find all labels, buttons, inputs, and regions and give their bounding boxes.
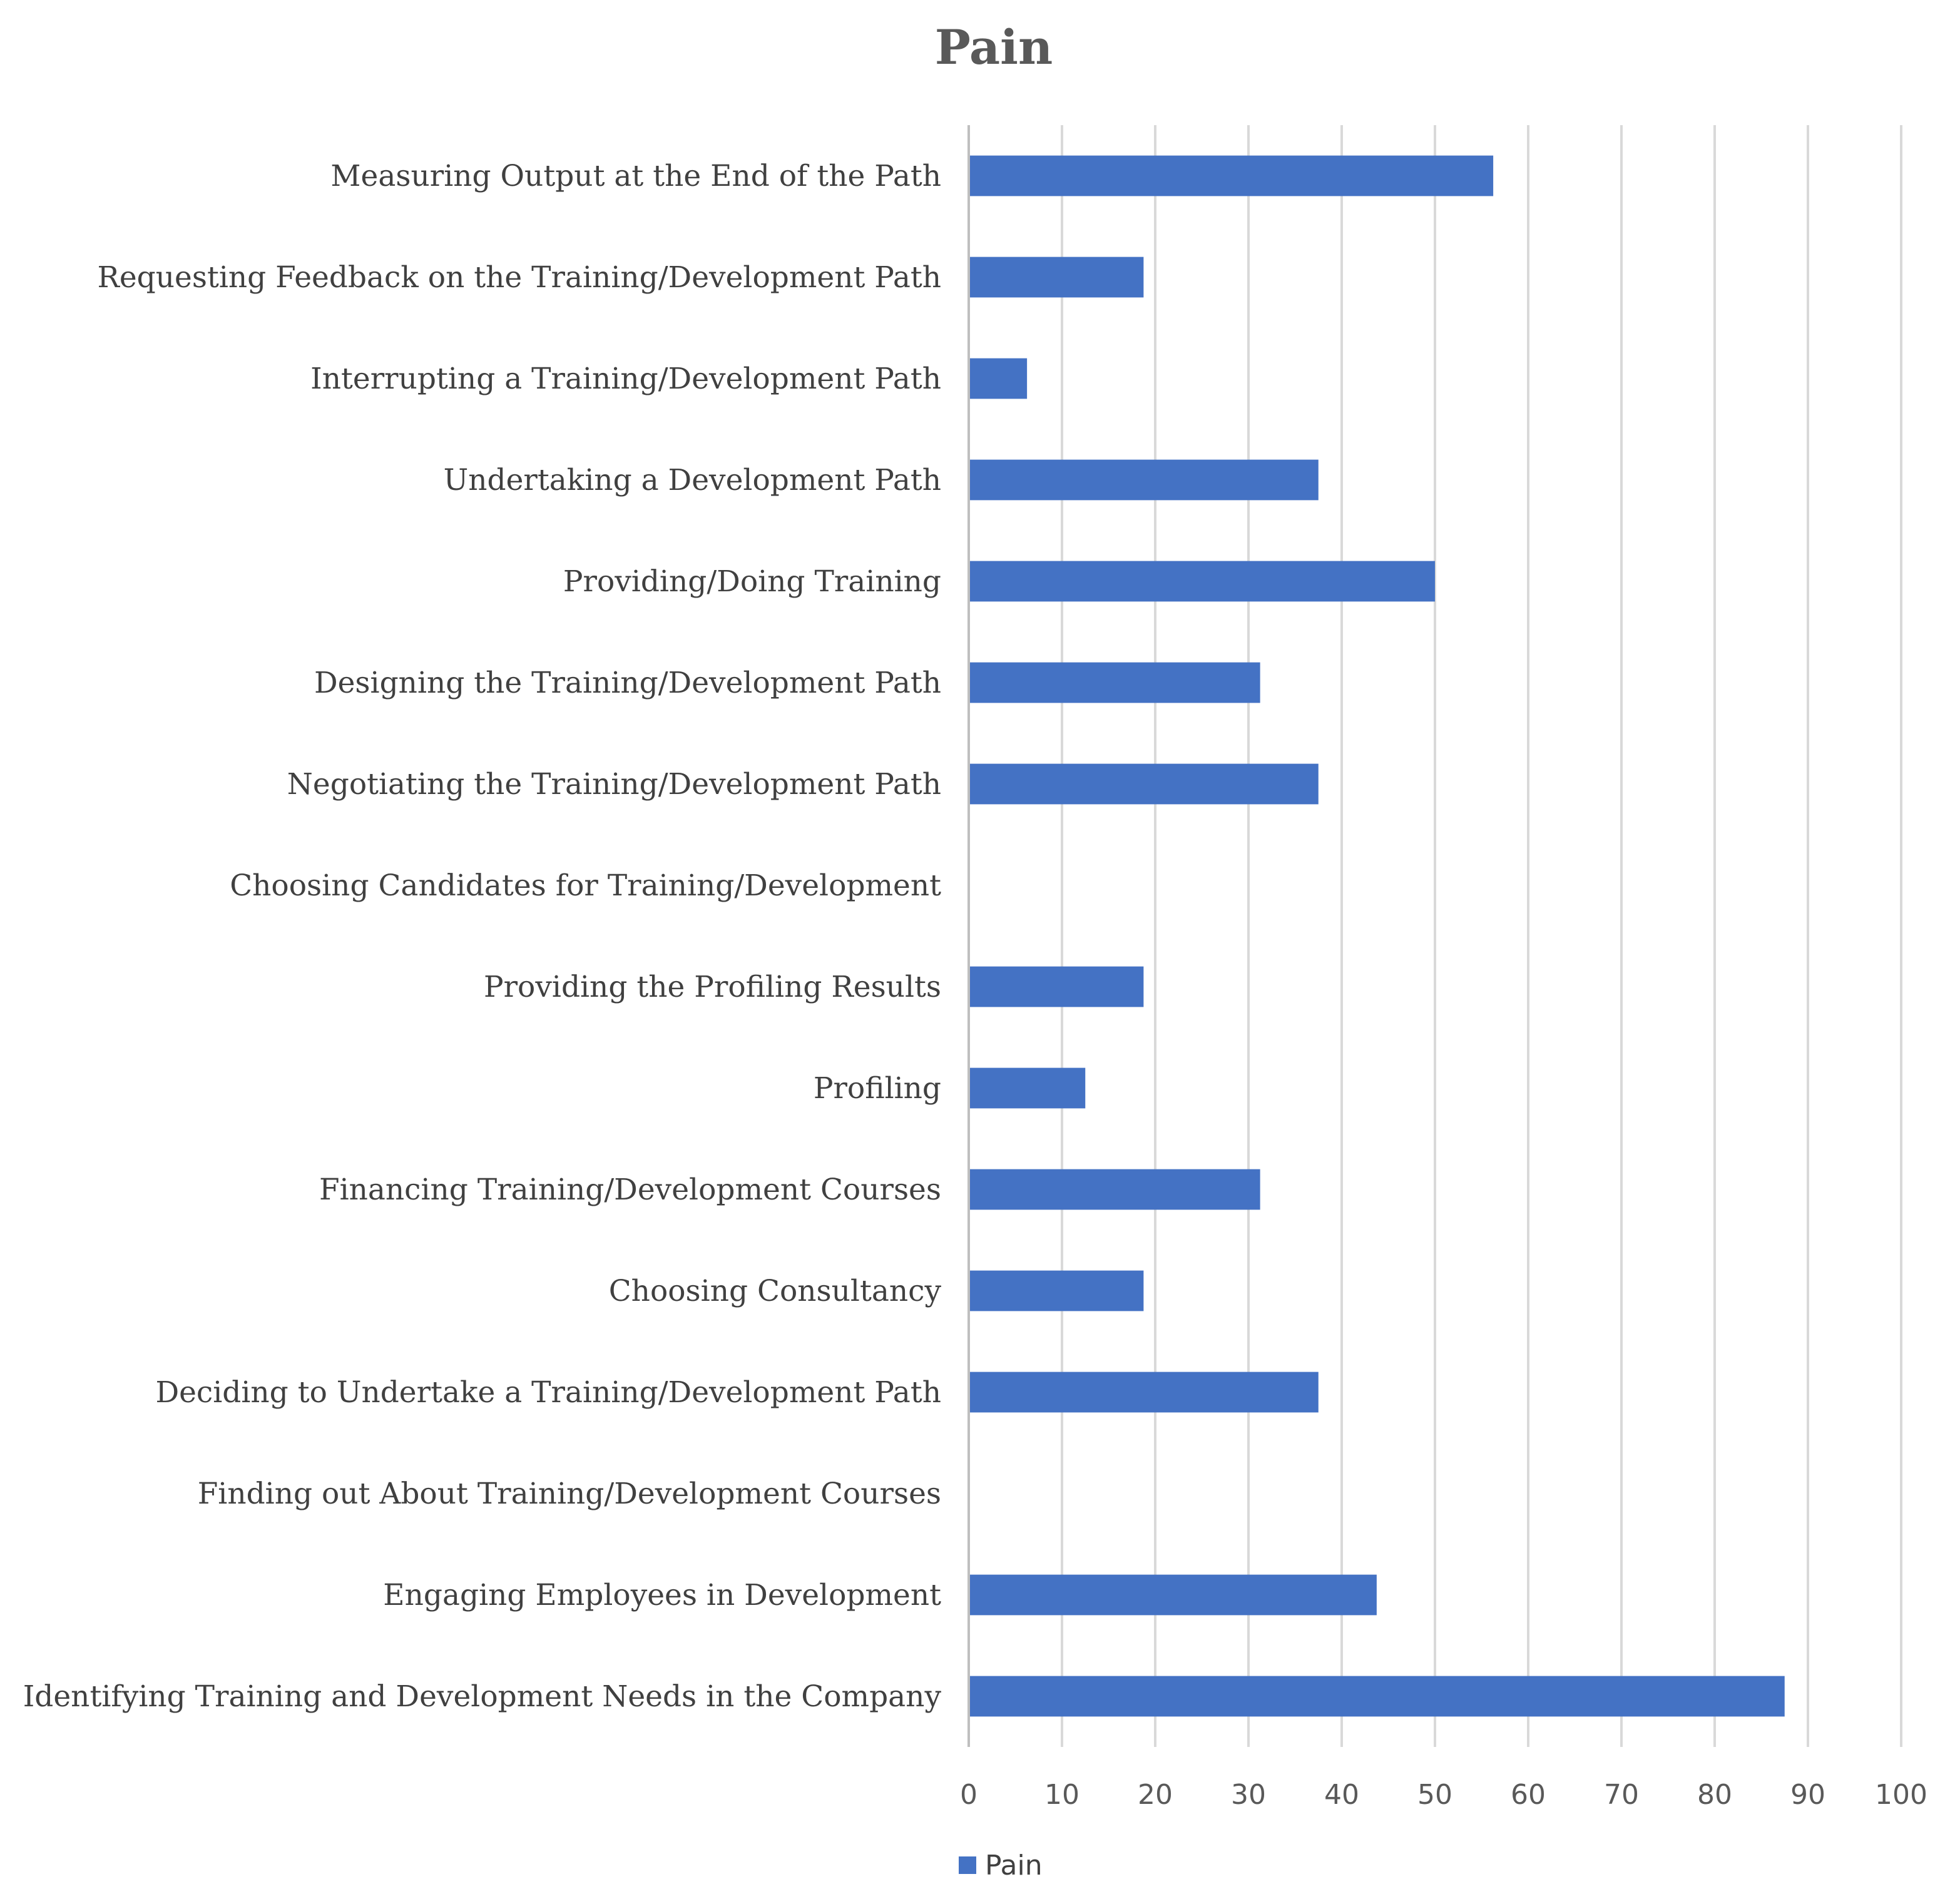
category-label: Deciding to Undertake a Training/Develop… bbox=[155, 1375, 941, 1410]
bars bbox=[970, 155, 1785, 1717]
category-label: Choosing Candidates for Training/Develop… bbox=[230, 868, 941, 903]
bar bbox=[970, 1574, 1377, 1616]
legend: Pain bbox=[959, 1850, 1043, 1881]
x-tick-label: 70 bbox=[1604, 1779, 1639, 1811]
x-tick-label: 0 bbox=[960, 1779, 977, 1811]
x-tick-label: 90 bbox=[1790, 1779, 1825, 1811]
bar bbox=[970, 1067, 1086, 1109]
bar bbox=[970, 1372, 1319, 1413]
category-label: Designing the Training/Development Path bbox=[314, 666, 941, 700]
category-label: Negotiating the Training/Development Pat… bbox=[287, 767, 941, 802]
x-tick-label: 50 bbox=[1417, 1779, 1452, 1811]
x-tick-label: 20 bbox=[1138, 1779, 1173, 1811]
bar bbox=[970, 257, 1144, 298]
bar bbox=[970, 1270, 1144, 1311]
category-label: Interrupting a Training/Development Path bbox=[310, 362, 941, 396]
bar bbox=[970, 459, 1319, 501]
legend-swatch bbox=[959, 1856, 976, 1874]
bar bbox=[970, 966, 1144, 1007]
bar bbox=[970, 662, 1260, 703]
x-tick-label: 80 bbox=[1697, 1779, 1732, 1811]
category-label: Requesting Feedback on the Training/Deve… bbox=[97, 260, 941, 295]
gridlines bbox=[967, 125, 1902, 1747]
category-label: Identifying Training and Development Nee… bbox=[23, 1679, 942, 1714]
category-label: Financing Training/Development Courses bbox=[319, 1173, 941, 1207]
category-label: Measuring Output at the End of the Path bbox=[330, 159, 941, 193]
x-tick-label: 10 bbox=[1044, 1779, 1080, 1811]
x-axis-tick-labels: 0 10 20 30 40 50 60 70 80 90 100 bbox=[960, 1779, 1927, 1811]
category-label: Choosing Consultancy bbox=[609, 1274, 942, 1308]
category-label: Finding out About Training/Development C… bbox=[198, 1477, 941, 1511]
bar bbox=[970, 155, 1494, 196]
category-labels: Measuring Output at the End of the Path R… bbox=[23, 159, 942, 1714]
x-tick-label: 60 bbox=[1511, 1779, 1546, 1811]
legend-label: Pain bbox=[985, 1850, 1043, 1881]
category-label: Profiling bbox=[814, 1071, 941, 1106]
category-label: Engaging Employees in Development bbox=[383, 1578, 941, 1612]
bar bbox=[970, 763, 1319, 805]
bar bbox=[970, 561, 1435, 602]
category-label: Undertaking a Development Path bbox=[444, 463, 941, 497]
bar bbox=[970, 1169, 1260, 1210]
category-label: Providing/Doing Training bbox=[563, 564, 941, 599]
x-tick-label: 40 bbox=[1324, 1779, 1359, 1811]
bar bbox=[970, 1676, 1785, 1717]
chart-title: Pain bbox=[935, 19, 1053, 75]
x-tick-label: 30 bbox=[1231, 1779, 1266, 1811]
x-tick-label: 100 bbox=[1875, 1779, 1927, 1811]
category-label: Providing the Profiling Results bbox=[484, 970, 941, 1004]
bar bbox=[970, 358, 1028, 399]
